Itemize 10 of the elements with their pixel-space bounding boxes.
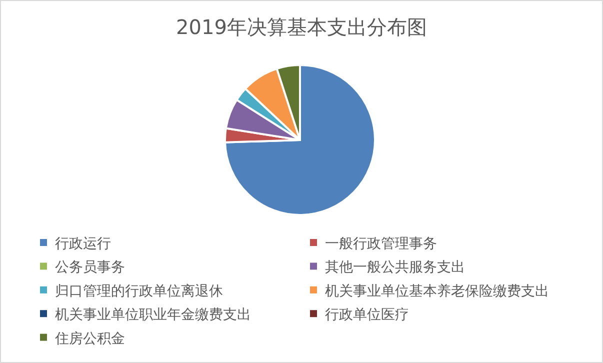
legend-label: 机关事业单位基本养老保险缴费支出 — [325, 283, 549, 300]
legend-label: 行政运行 — [55, 236, 111, 252]
chart-title: 2019年决算基本支出分布图 — [176, 15, 427, 39]
legend-label: 住房公积金 — [54, 330, 125, 347]
legend-label: 归口管理的行政单位离退休 — [55, 283, 223, 300]
legend-label: 一般行政管理事务 — [325, 236, 437, 252]
legend-label: 机关事业单位职业年金缴费支出 — [55, 307, 251, 324]
legend-label: 其他一般公共服务支出 — [325, 260, 465, 276]
legend-label: 公务员事务 — [55, 260, 125, 276]
legend-label: 行政单位医疗 — [325, 307, 409, 324]
